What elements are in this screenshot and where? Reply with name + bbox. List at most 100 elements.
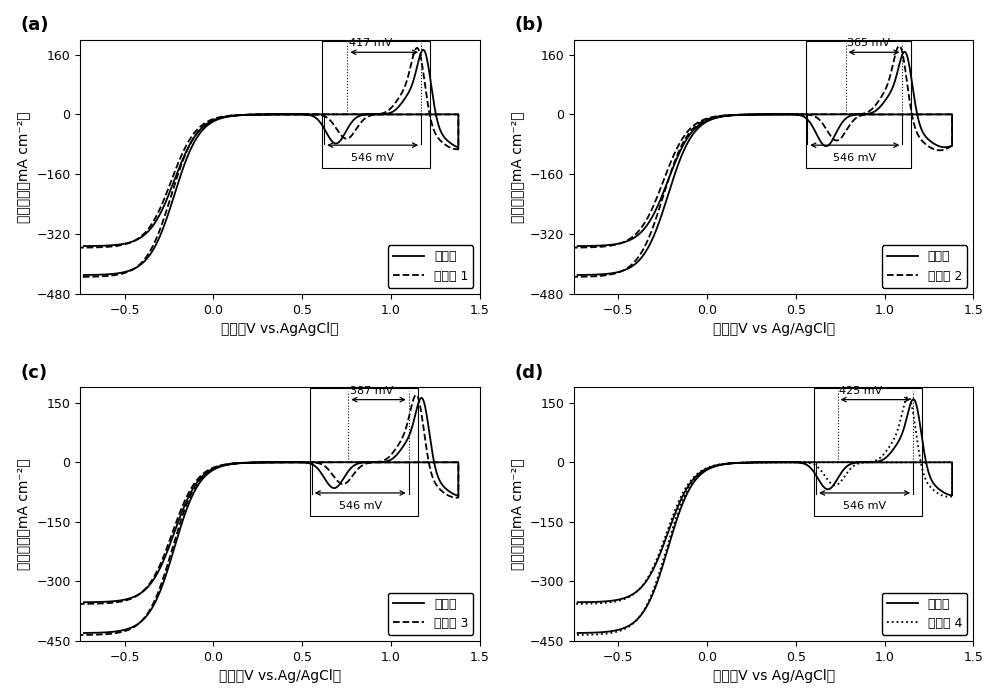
空白组 [702, 466, 714, 474]
空白组 [667, 515, 679, 524]
空白组 [208, 466, 220, 474]
实施例 2 [691, 121, 703, 130]
实施例 3 [203, 467, 215, 475]
空白组 [586, 598, 598, 606]
空白组 [572, 629, 584, 637]
Text: 546 mV: 546 mV [833, 153, 876, 163]
实施例 3 [364, 458, 376, 466]
实施例 1 [155, 223, 167, 231]
空白组 [907, 395, 919, 403]
空白组 [657, 206, 669, 215]
实施例 2 [655, 183, 667, 192]
实施例 3 [410, 391, 422, 399]
空白组 [859, 110, 871, 118]
空白组 [173, 164, 185, 172]
实施例 3 [71, 631, 83, 639]
实施例 1 [67, 244, 79, 252]
空白组 [415, 393, 427, 402]
Y-axis label: 电流密度（mA cm⁻²）: 电流密度（mA cm⁻²） [510, 111, 524, 223]
Text: 425 mV: 425 mV [839, 386, 883, 396]
实施例 1 [363, 110, 375, 118]
空白组 [572, 271, 584, 279]
空白组 [365, 458, 377, 466]
空白组 [702, 117, 714, 125]
X-axis label: 电压（V vs Ag/AgCl）: 电压（V vs Ag/AgCl） [713, 322, 835, 336]
空白组 [163, 206, 175, 215]
空白组 [859, 458, 871, 466]
实施例 2 [893, 42, 905, 50]
空白组 [657, 561, 669, 569]
实施例 1 [201, 120, 213, 128]
Text: 546 mV: 546 mV [339, 500, 382, 510]
Y-axis label: 电流密度（mA cm⁻²）: 电流密度（mA cm⁻²） [510, 458, 524, 570]
Y-axis label: 电流密度（mA cm⁻²）: 电流密度（mA cm⁻²） [17, 111, 31, 223]
Text: 365 mV: 365 mV [847, 38, 890, 48]
Bar [806, 41, 911, 168]
实施例 2 [889, 51, 901, 60]
实施例 2 [855, 110, 867, 118]
Line: 空白组: 空白组 [578, 399, 952, 633]
空白组 [78, 598, 90, 606]
空白组 [891, 68, 903, 76]
实施例 3 [397, 433, 409, 442]
实施例 1 [165, 177, 177, 186]
Text: (d): (d) [514, 364, 543, 382]
Text: 546 mV: 546 mV [843, 500, 886, 510]
Legend: 空白组, 实施例 4: 空白组, 实施例 4 [882, 593, 967, 635]
Text: (a): (a) [20, 17, 49, 34]
Line: 空白组: 空白组 [578, 52, 952, 275]
空白组 [208, 117, 220, 125]
空白组 [78, 242, 90, 251]
Legend: 空白组, 实施例 3: 空白组, 实施例 3 [388, 593, 473, 635]
空白组 [163, 561, 175, 569]
Y-axis label: 电流密度（mA cm⁻²）: 电流密度（mA cm⁻²） [17, 458, 31, 570]
实施例 4 [653, 570, 665, 578]
实施例 2 [645, 229, 657, 237]
Text: 546 mV: 546 mV [351, 153, 394, 163]
实施例 3 [168, 525, 180, 533]
实施例 4 [902, 393, 914, 401]
Text: (c): (c) [20, 364, 48, 382]
实施例 1 [396, 88, 408, 97]
空白组 [586, 241, 598, 250]
实施例 4 [581, 599, 593, 608]
Line: 实施例 1: 实施例 1 [73, 48, 458, 277]
空白组 [417, 46, 429, 54]
Line: 实施例 4: 实施例 4 [572, 397, 952, 635]
X-axis label: 电压（V vs.Ag/AgCl）: 电压（V vs.Ag/AgCl） [219, 669, 341, 683]
空白组 [173, 515, 185, 524]
实施例 4 [891, 429, 903, 438]
实施例 4 [663, 522, 675, 531]
实施例 3 [71, 600, 83, 608]
实施例 4 [858, 458, 870, 466]
实施例 1 [67, 273, 79, 281]
Bar [322, 41, 430, 168]
实施例 3 [86, 599, 98, 608]
空白组 [365, 110, 377, 118]
实施例 2 [556, 244, 568, 252]
X-axis label: 电压（V vs Ag/AgCl）: 电压（V vs Ag/AgCl） [713, 669, 835, 683]
Bar [310, 389, 418, 516]
空白组 [572, 598, 584, 606]
实施例 4 [566, 600, 578, 608]
空白组 [78, 629, 90, 637]
X-axis label: 电压（V vs.AgAgCl）: 电压（V vs.AgAgCl） [221, 322, 339, 336]
空白组 [78, 271, 90, 279]
空白组 [92, 598, 104, 606]
实施例 4 [566, 631, 578, 639]
空白组 [572, 242, 584, 251]
空白组 [891, 439, 903, 447]
Line: 空白组: 空白组 [84, 50, 458, 275]
空白组 [92, 241, 104, 250]
Line: 空白组: 空白组 [84, 398, 458, 633]
Text: 417 mV: 417 mV [349, 38, 392, 48]
空白组 [398, 442, 410, 450]
Line: 实施例 3: 实施例 3 [77, 395, 458, 635]
实施例 1 [82, 244, 94, 252]
空白组 [667, 164, 679, 172]
Line: 实施例 2: 实施例 2 [562, 46, 952, 277]
实施例 4 [698, 467, 710, 475]
空白组 [899, 48, 911, 56]
Text: 387 mV: 387 mV [350, 386, 393, 396]
Legend: 空白组, 实施例 1: 空白组, 实施例 1 [388, 245, 473, 288]
